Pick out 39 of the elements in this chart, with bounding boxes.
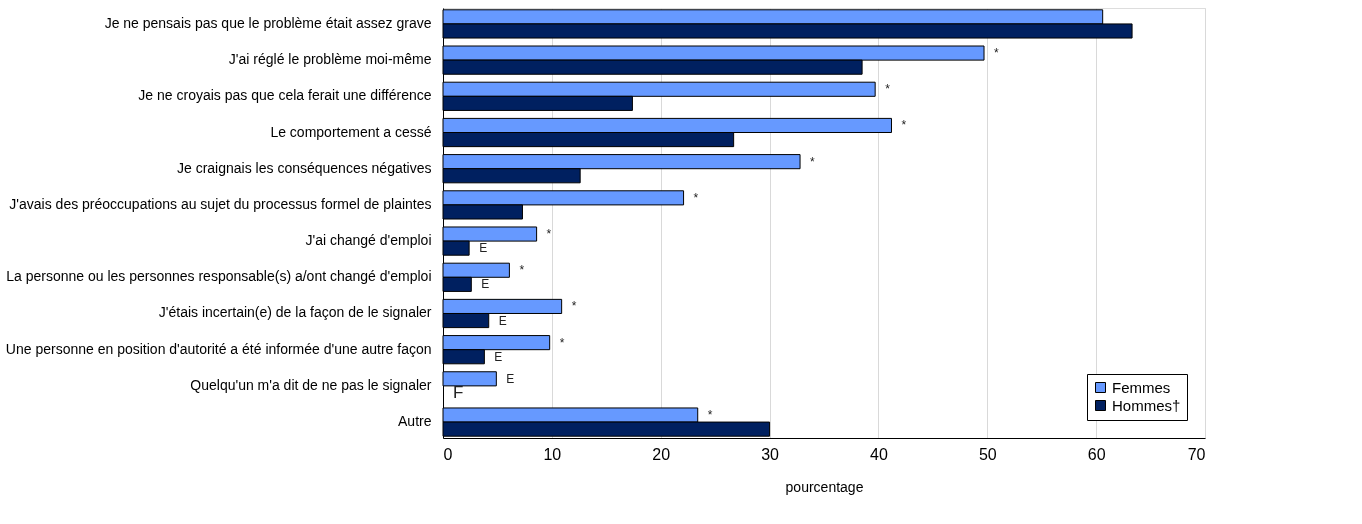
x-tick-label: 10 [543,445,562,463]
y-tick-label: J'ai réglé le problème moi-même [228,51,432,68]
text: F [453,382,464,402]
x-tick-label: 30 [761,445,780,463]
data-label: * [571,299,577,314]
data-label: E [498,313,507,328]
data-label: * [559,335,565,350]
y-tick-label: Une personne en position d'autorité a été informée d'une autre façon [5,340,432,357]
legend-label: Hommes† [1112,396,1181,414]
y-tick-label: Je craignais les conséquences négatives [177,159,432,176]
x-tick-label: 50 [978,445,997,463]
data-label: * [519,263,525,278]
data-label: * [994,46,1000,61]
data-label: * [693,190,699,205]
data-label: E [494,349,503,364]
y-tick-label: Quelqu'un m'a dit de ne pas le signaler [190,376,432,393]
data-label: E [481,277,490,292]
y-tick-label: J'ai changé d'emploi [305,232,432,249]
data-label: E [479,241,488,256]
x-tick-label: 20 [652,445,671,463]
data-label: * [546,227,552,242]
y-tick-label: Autre [398,413,432,430]
data-label: * [901,118,907,133]
y-tick-label: Le comportement a cessé [270,123,432,140]
x-tick-label: 40 [870,445,888,463]
x-tick-label: 70 [1187,445,1206,463]
y-tick-label: J'avais des préoccupations au sujet du processus formel de plaintes [9,195,432,212]
data-label: * [810,154,816,169]
x-axis-title: pourcentage [785,478,864,495]
data-label: * [707,408,713,423]
y-tick-label: Je ne pensais pas que le problème était assez grave [104,14,432,31]
data-label: E [506,371,515,386]
y-tick-label: J'étais incertain(e) de la façon de le signaler [158,304,432,321]
y-tick-label: Je ne croyais pas que cela ferait une différence [138,87,432,104]
y-tick-label: La personne ou les personnes responsable(s) a/ont changé d'emploi [6,268,432,285]
x-tick-label: 60 [1087,445,1106,463]
x-tick-label: 0 [443,445,453,463]
legend-label: Femmes [1112,378,1171,396]
data-label: * [885,82,891,97]
